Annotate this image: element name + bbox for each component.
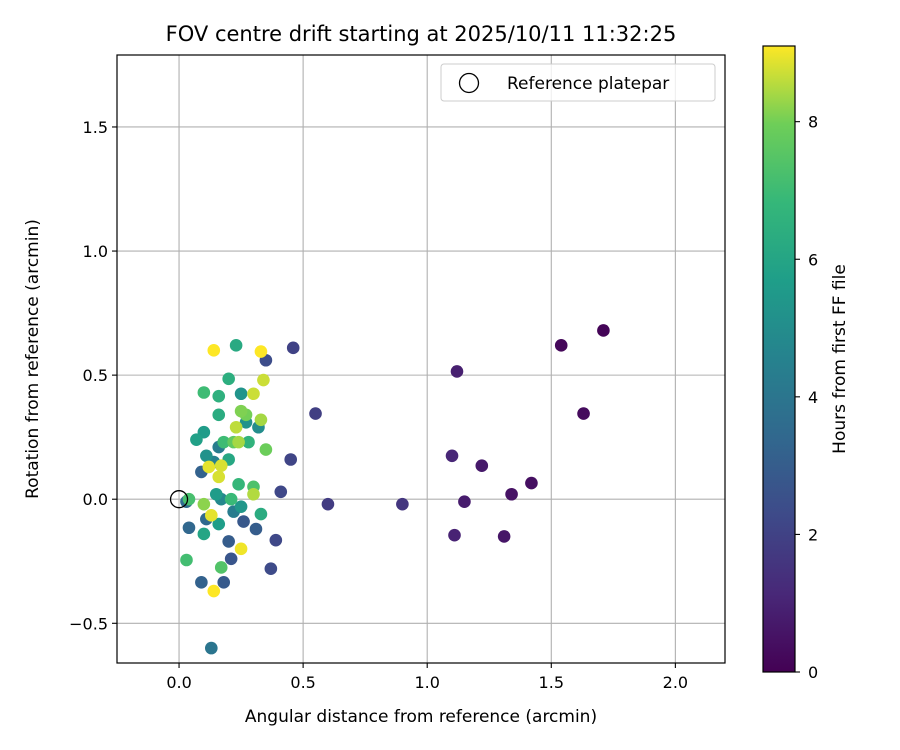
data-point [229, 339, 243, 352]
data-point [450, 365, 464, 378]
data-point [190, 433, 203, 446]
data-point [254, 507, 268, 521]
data-point [321, 497, 335, 511]
data-point [209, 487, 223, 501]
y-tick-label: 1.5 [83, 118, 108, 137]
colorbar-tick-label: 0 [808, 663, 818, 682]
data-point [396, 497, 409, 511]
data-point [309, 407, 322, 420]
data-point [525, 476, 538, 490]
data-point [249, 522, 263, 536]
data-point [257, 373, 270, 387]
data-point [217, 576, 231, 589]
data-point [197, 497, 211, 511]
x-axis-label: Angular distance from reference (arcmin) [245, 707, 597, 727]
data-point [242, 435, 255, 449]
data-point [497, 530, 511, 543]
data-points [180, 324, 610, 655]
y-tick-label: 0.5 [83, 366, 108, 385]
data-point [475, 459, 489, 473]
y-tick-label: 1.0 [83, 242, 108, 261]
data-point [247, 387, 260, 401]
x-tick-label: 1.0 [414, 673, 439, 692]
legend-label: Reference platepar [507, 74, 669, 94]
y-tick-label: −0.5 [69, 614, 108, 633]
data-point [458, 495, 471, 508]
data-point [214, 459, 228, 473]
data-point [207, 344, 221, 357]
reference-platepar-marker [169, 490, 189, 509]
colorbar-tick-label: 6 [808, 250, 818, 269]
data-point [205, 641, 218, 655]
y-axis-label: Rotation from reference (arcmin) [23, 219, 43, 499]
data-point [234, 500, 248, 513]
data-point [197, 386, 211, 399]
x-tick-label: 2.0 [663, 673, 688, 692]
data-point [197, 527, 211, 541]
legend-box [440, 63, 716, 102]
colorbar-label: Hours from first FF file [830, 264, 850, 454]
data-point [182, 521, 196, 535]
x-tick-label: 0.0 [166, 673, 191, 692]
data-point [222, 535, 235, 548]
data-point [269, 533, 283, 547]
data-point [212, 389, 226, 403]
data-point [445, 449, 459, 463]
data-point [234, 387, 248, 401]
data-point [232, 478, 245, 491]
x-axis-ticks: 0.0 0.5 1.0 1.5 2.0 [166, 663, 688, 692]
data-point [212, 470, 226, 484]
data-point [207, 584, 221, 598]
data-point [237, 515, 250, 528]
colorbar: 0 2 4 6 8 Hours from first FF file [762, 45, 850, 682]
data-point [234, 542, 248, 556]
data-point [214, 561, 228, 574]
x-tick-label: 0.5 [290, 673, 315, 692]
colorbar-tick-label: 4 [808, 388, 818, 407]
data-point [202, 460, 216, 474]
data-point [554, 339, 568, 352]
colorbar-tick-label: 8 [808, 113, 818, 132]
data-point [259, 443, 273, 456]
legend-open-circle-icon [458, 72, 480, 94]
legend: Reference platepar [440, 63, 716, 102]
data-point [182, 492, 196, 506]
data-point [205, 509, 218, 522]
data-point [229, 420, 243, 434]
data-point [274, 485, 288, 499]
y-tick-label: 0.0 [83, 490, 108, 509]
data-point [180, 553, 193, 567]
data-point [212, 408, 226, 422]
plot-frame [116, 54, 726, 664]
data-point [448, 528, 461, 542]
data-point [222, 372, 235, 386]
colorbar-gradient [762, 45, 796, 673]
data-point [577, 407, 590, 420]
data-point [195, 576, 208, 589]
data-point [217, 435, 231, 449]
data-point [597, 324, 610, 337]
data-point [286, 341, 300, 355]
colorbar-ticks: 0 2 4 6 8 [795, 113, 818, 682]
y-axis-ticks: −0.5 0.0 0.5 1.0 1.5 [69, 118, 117, 633]
data-point [232, 435, 245, 449]
data-point [254, 345, 268, 358]
data-point [505, 487, 518, 501]
grid-lines [117, 55, 725, 663]
data-point [224, 552, 238, 566]
data-point [234, 404, 248, 418]
data-point [284, 453, 298, 466]
data-point [212, 517, 226, 531]
data-point [200, 449, 213, 463]
data-point [264, 562, 278, 575]
data-point [254, 413, 268, 427]
colorbar-tick-label: 2 [808, 525, 818, 544]
data-point [224, 492, 238, 506]
chart-title: FOV centre drift starting at 2025/10/11 … [166, 22, 677, 46]
x-tick-label: 1.5 [539, 673, 564, 692]
data-point [247, 487, 260, 501]
